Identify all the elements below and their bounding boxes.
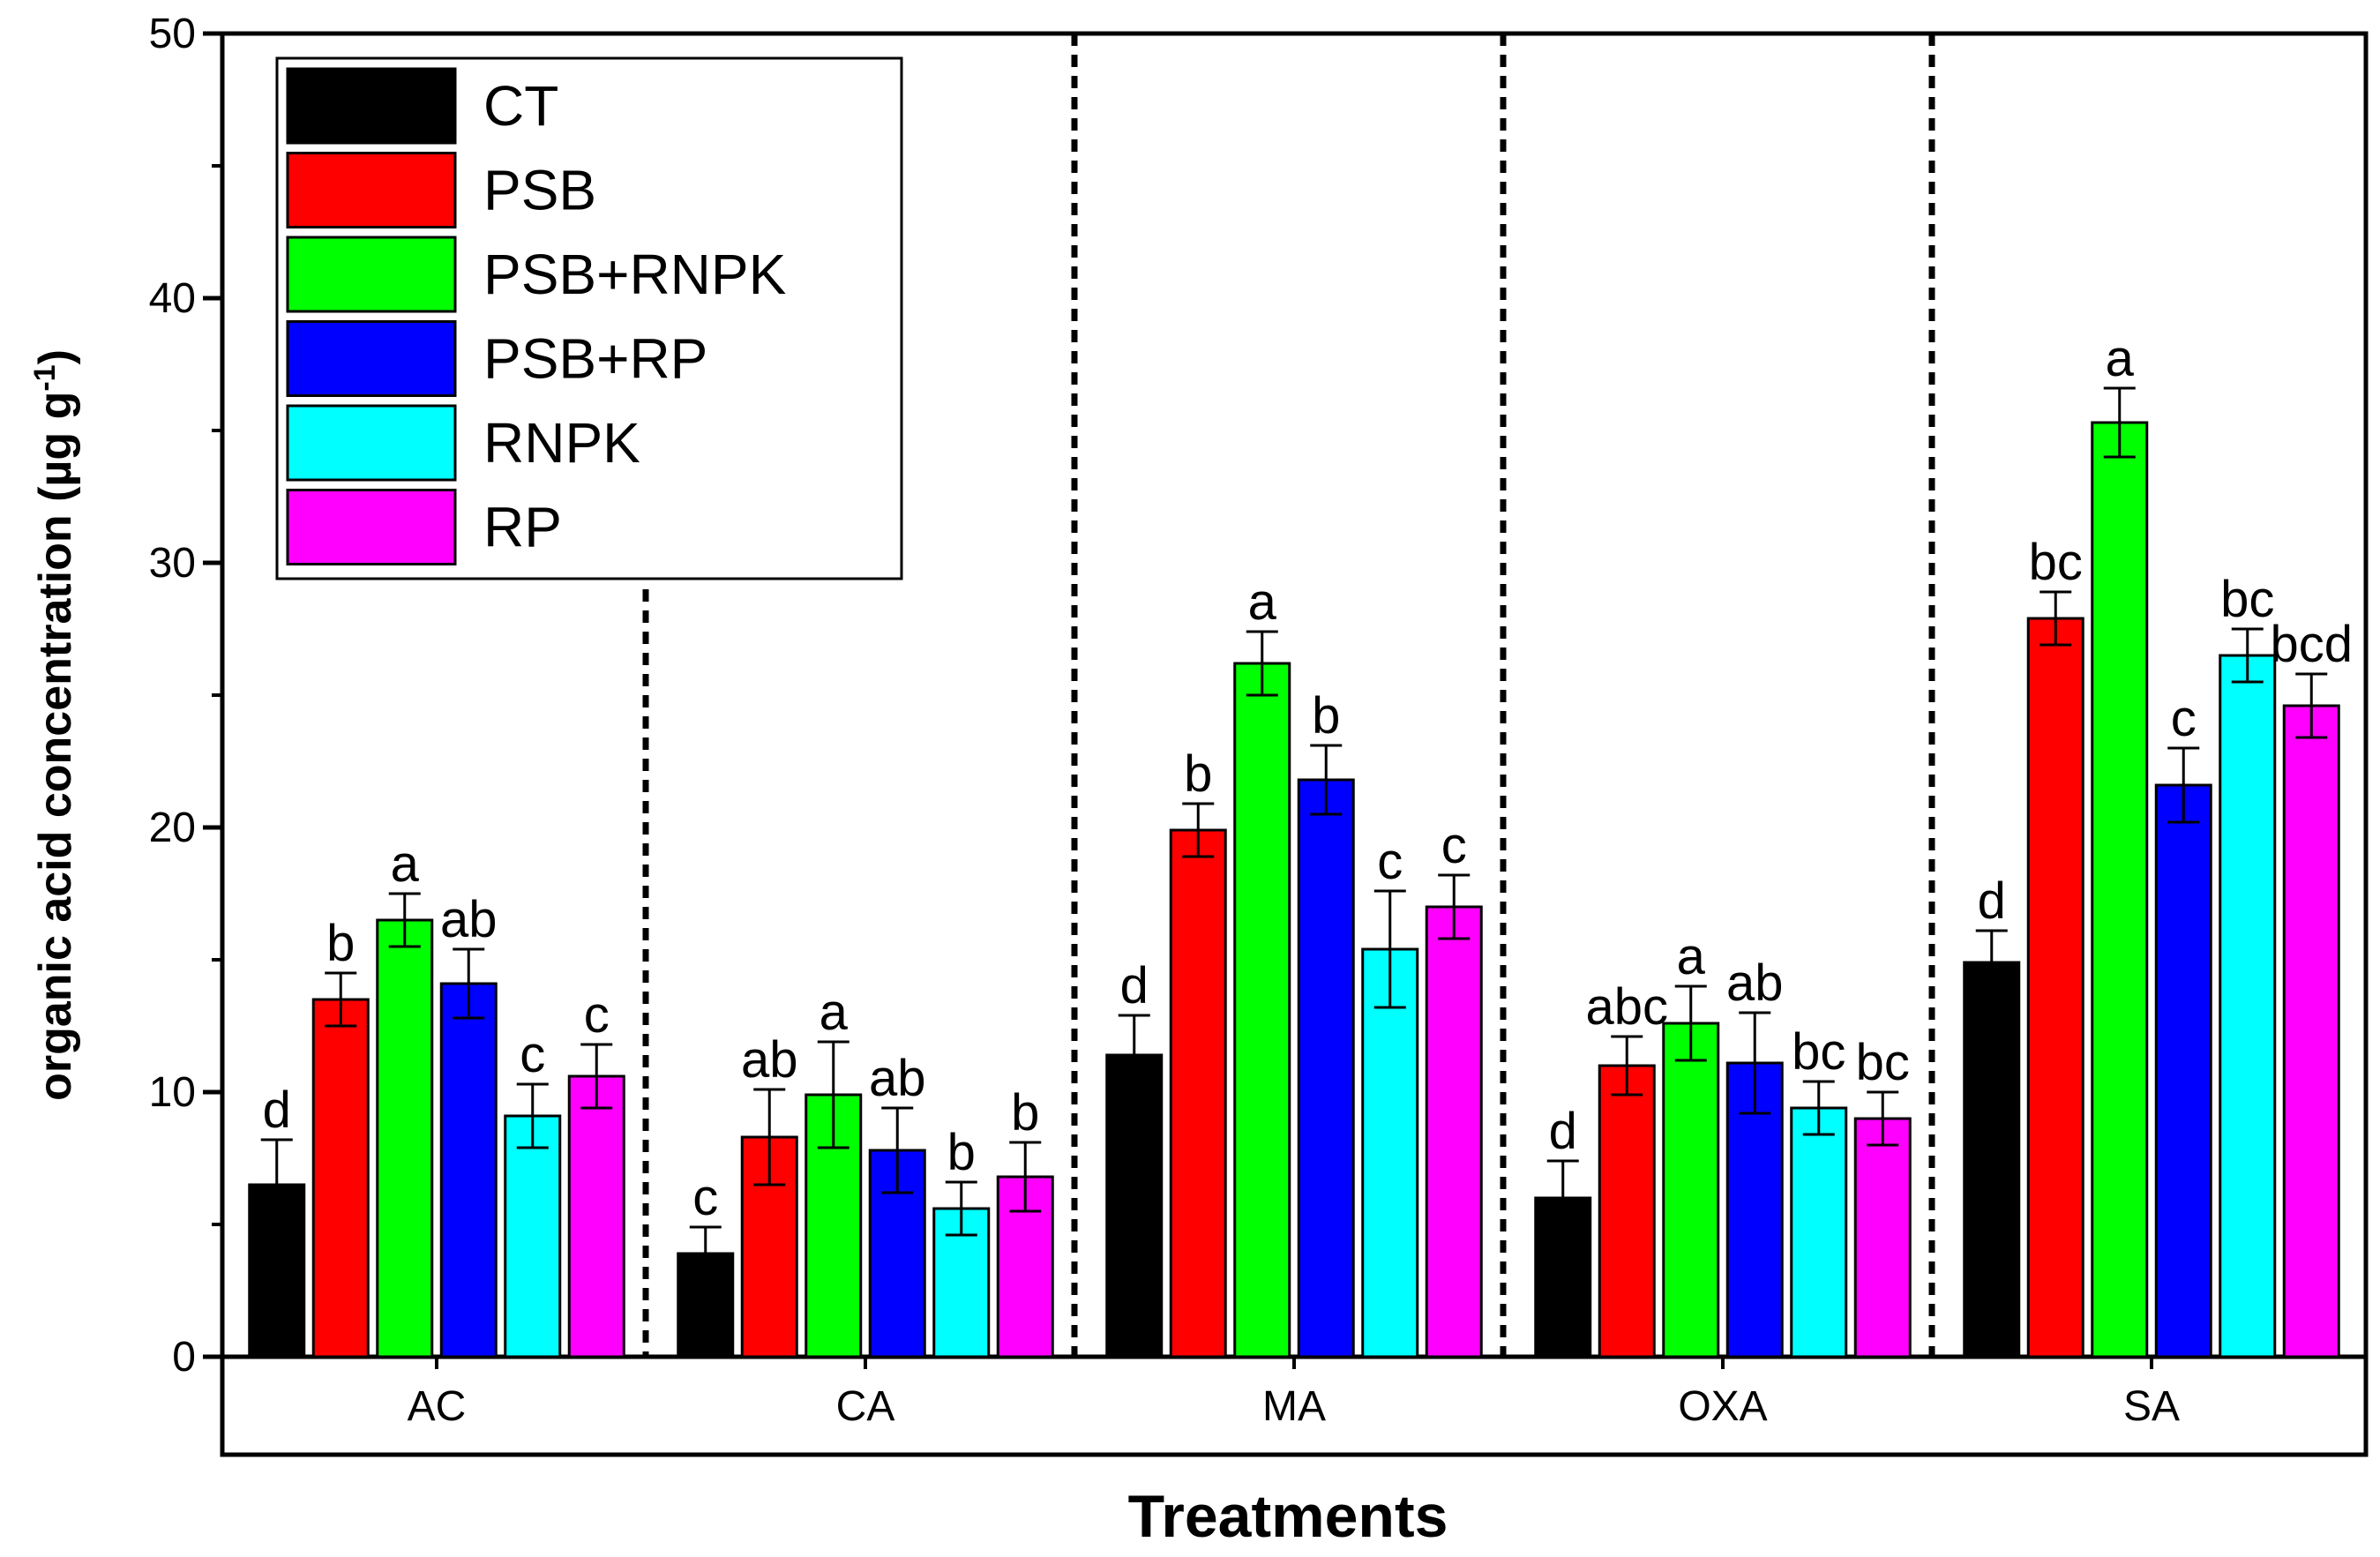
significance-label: d <box>1978 872 2006 930</box>
legend-label: RP <box>483 496 562 559</box>
bar <box>2091 421 2149 1359</box>
significance-label: ab <box>1726 954 1784 1012</box>
significance-label: b <box>1184 745 1212 803</box>
significance-label: c <box>1441 817 1467 874</box>
legend-swatch <box>286 489 457 565</box>
x-tick-label: SA <box>2123 1383 2180 1430</box>
category-dividers <box>642 34 1935 1357</box>
bar <box>1361 947 1419 1359</box>
bar <box>2026 617 2084 1359</box>
significance-label: ab <box>741 1031 798 1089</box>
significance-label: c <box>520 1026 545 1083</box>
legend-label: PSB+RP <box>483 327 707 391</box>
y-tick-label: 40 <box>149 275 196 322</box>
bar <box>567 1074 625 1359</box>
significance-label: bc <box>1792 1023 1845 1081</box>
bar <box>1233 662 1291 1359</box>
significance-label: ab <box>869 1050 926 1107</box>
legend-swatch <box>286 67 457 145</box>
legend-label: PSB <box>483 159 596 222</box>
bar <box>2282 704 2340 1359</box>
y-axis-title-close: ) <box>30 349 81 364</box>
legend-swatch <box>286 236 457 313</box>
bar <box>1853 1117 1912 1359</box>
significance-label: d <box>263 1082 291 1139</box>
legend: CT PSB PSB+RNPK PSB+RP RNPK RP <box>275 56 903 580</box>
x-tick-label: CA <box>836 1383 895 1430</box>
significance-label: bc <box>2029 534 2083 591</box>
x-tick-label: AC <box>408 1383 467 1430</box>
significance-label: c <box>1377 833 1403 890</box>
significance-label: a <box>820 984 849 1041</box>
significance-label: d <box>1549 1103 1577 1160</box>
x-tick-label: MA <box>1262 1383 1326 1430</box>
legend-label: CT <box>483 74 558 138</box>
bar <box>1662 1022 1720 1359</box>
legend-swatch <box>286 404 457 482</box>
significance-label: a <box>391 835 420 893</box>
significance-label: c <box>2171 690 2197 747</box>
y-axis-title: organic acid concentration (µg g-1) <box>28 349 81 1101</box>
bar <box>1963 961 2021 1359</box>
bar <box>376 918 434 1359</box>
bar <box>1425 905 1483 1359</box>
y-axis-title-main: organic acid concentration (µg g <box>30 392 81 1101</box>
significance-label: a <box>1248 573 1277 631</box>
significance-label: bc <box>2220 571 2274 628</box>
significance-label: c <box>692 1169 718 1226</box>
legend-swatch <box>286 152 457 228</box>
significance-label: abc <box>1585 978 1668 1036</box>
significance-label: b <box>1312 687 1340 745</box>
significance-label: b <box>1011 1084 1039 1142</box>
legend-label: RNPK <box>483 411 640 475</box>
significance-label: b <box>326 915 355 972</box>
significance-label: ab <box>440 891 498 948</box>
significance-label: b <box>947 1124 976 1181</box>
y-tick-label: 10 <box>149 1069 196 1116</box>
bar <box>1169 828 1227 1359</box>
legend-swatch <box>286 320 457 397</box>
bar <box>1297 778 1355 1359</box>
bar <box>1790 1106 1848 1359</box>
bar <box>2154 783 2212 1359</box>
significance-label: bc <box>1856 1034 1910 1091</box>
y-tick-label: 0 <box>172 1334 196 1381</box>
significance-label: c <box>584 986 610 1044</box>
bar <box>504 1114 562 1359</box>
y-axis: 0 10 20 30 40 50 <box>149 11 222 1381</box>
significance-label: d <box>1120 957 1149 1014</box>
significance-label: a <box>1677 928 1706 985</box>
bar <box>2219 654 2277 1359</box>
y-tick-label: 20 <box>149 805 196 851</box>
x-axis: AC CA MA OXA SA <box>408 1357 2180 1430</box>
bar <box>311 998 370 1359</box>
significance-label: a <box>2106 330 2135 387</box>
bar <box>1598 1064 1656 1359</box>
plot-frame <box>220 31 2369 1457</box>
y-tick-label: 30 <box>149 540 196 587</box>
legend-label: PSB+RNPK <box>483 243 786 306</box>
x-tick-label: OXA <box>1678 1383 1767 1430</box>
significance-label: bcd <box>2270 616 2353 673</box>
bar <box>248 1183 306 1359</box>
x-axis-title: Treatments <box>1128 1483 1448 1550</box>
y-tick-label: 50 <box>149 11 196 57</box>
bar <box>1105 1053 1164 1359</box>
y-axis-title-superscript: -1 <box>28 364 62 391</box>
bar <box>439 982 498 1359</box>
